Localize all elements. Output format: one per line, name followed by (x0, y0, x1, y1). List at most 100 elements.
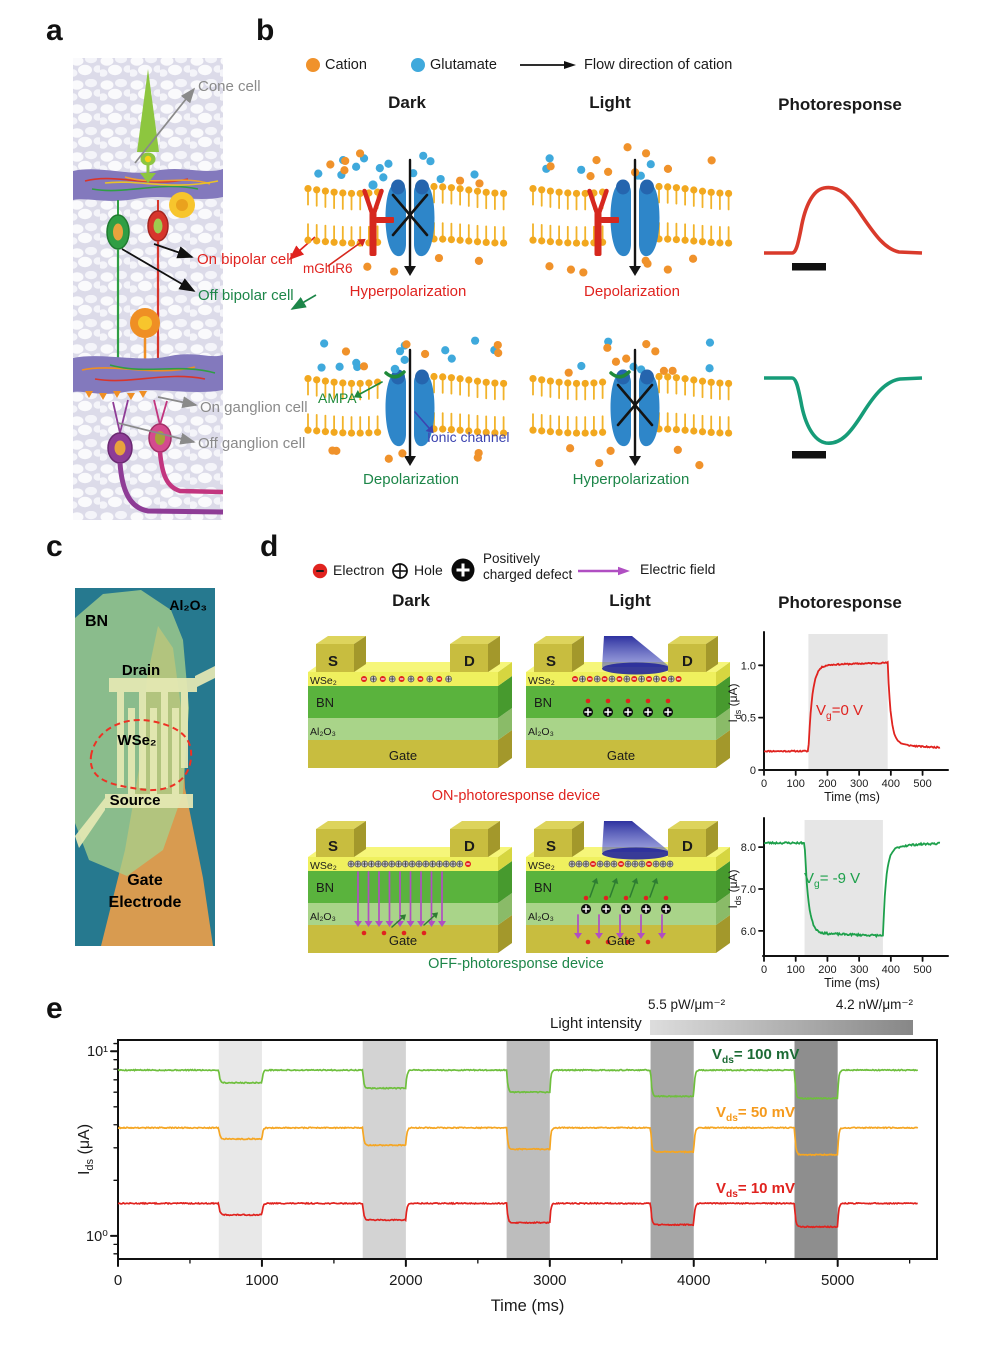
lipid-head (456, 236, 464, 244)
lipid-head (572, 429, 581, 437)
state-light-off: Hyperpolarization (572, 471, 690, 488)
lipid-head (439, 425, 447, 433)
lipid-head (482, 428, 490, 436)
source-contact-top (534, 821, 584, 829)
label-wse2: WSe₂ (528, 675, 555, 687)
receptor-fork (362, 188, 376, 219)
cation-dot (604, 167, 613, 176)
flow-legend-label: Flow direction of cation (584, 57, 733, 73)
lipid-head (304, 374, 312, 383)
x-tick-label: 400 (882, 778, 900, 790)
dots-above (564, 337, 715, 377)
light-pulse-band (362, 1040, 406, 1259)
lipid-head (473, 238, 482, 246)
hole (426, 675, 434, 683)
ion-channel (610, 369, 660, 447)
lipid-head (725, 429, 733, 437)
hole (388, 675, 396, 683)
trace-vds100 (117, 1068, 919, 1101)
carrier-up-arrow-line (629, 882, 636, 898)
drain-contact-top (450, 821, 500, 829)
electron (645, 939, 651, 945)
cation-dot (328, 446, 337, 455)
glutamate-legend-label: Glutamate (430, 57, 497, 73)
glutamate-dot (436, 174, 445, 184)
bn-layer (526, 686, 716, 718)
glutamate-dot (379, 173, 388, 182)
electron (645, 698, 651, 704)
hole (579, 675, 586, 683)
lipid-head (538, 376, 546, 384)
glutamate-dot (577, 361, 586, 371)
light-pulse-band (218, 1040, 262, 1259)
lipid-head (347, 239, 356, 247)
drain-contact-side (488, 821, 500, 857)
lipid-head (572, 189, 581, 198)
series-label-100mV: Vds= 100 mV (712, 1046, 800, 1066)
hole (631, 860, 639, 868)
defect-legend-label-1: Positively (483, 551, 541, 566)
trace-vds10 (117, 1201, 918, 1229)
hole (407, 675, 415, 683)
electron-minus (676, 678, 681, 680)
cation-dot (420, 349, 430, 359)
x-tick-label: 2000 (389, 1272, 422, 1289)
glutamate-dot (705, 364, 714, 373)
lipid-head (725, 239, 733, 247)
dots-below (545, 254, 698, 277)
hole (638, 675, 645, 683)
lipid-head (664, 183, 672, 191)
lipid-head (555, 378, 563, 386)
header-dark-d: Dark (392, 591, 430, 610)
lipid-head (581, 189, 589, 198)
lipid-head (538, 427, 546, 435)
photoresponse-trace (763, 660, 941, 753)
lipid-head (599, 428, 607, 436)
lipid-head (529, 236, 537, 244)
electron-minus (588, 678, 592, 680)
intensity-max-label: 4.2 nW/μm⁻² (835, 997, 913, 1012)
ampa-cup (609, 370, 631, 379)
lipid-head (564, 189, 572, 197)
source-contact (534, 829, 572, 857)
membrane-light-off (529, 337, 733, 470)
electron-minus (632, 678, 636, 680)
panel-a-label: a (46, 14, 63, 47)
lipid-head (482, 238, 490, 246)
carrier-up-arrow-line (589, 882, 596, 898)
cation-dot (564, 368, 573, 377)
glutamate-dot (604, 337, 613, 346)
caption-on-device: ON-photoresponse device (431, 788, 601, 804)
glutamate-dot (426, 157, 435, 166)
x-tick-label: 4000 (677, 1272, 710, 1289)
glutamate-dot (447, 354, 456, 363)
panel-d-label: d (260, 530, 279, 563)
cation-dot (455, 176, 465, 185)
x-tick-label: 0 (761, 778, 767, 790)
bn-layer (308, 686, 498, 718)
lipid-head (572, 379, 581, 388)
ampa-label: AMPA (318, 390, 357, 406)
x-axis-label: Time (ms) (824, 790, 880, 804)
lipid-head (581, 429, 589, 437)
glutamate-dot (353, 362, 362, 372)
lipid-head (581, 379, 589, 388)
intensity-dependence-chart: 10⁰ 10¹ 0 1000 2000 3000 4000 5000 Time (ms) Ids … (76, 1039, 938, 1315)
al2o3-side (716, 893, 730, 925)
lipid-head (500, 189, 508, 198)
gate-side (498, 915, 512, 953)
lipid-head (716, 379, 724, 387)
ionic-channel-label: Ionic channel (427, 429, 510, 445)
cation-flow-arrow-head (629, 456, 641, 466)
cation-dot (341, 347, 351, 356)
lipid-head (672, 184, 680, 192)
intensity-gradient-bar (650, 1020, 913, 1035)
lipid-head (672, 236, 680, 244)
on-ganglion-arrow (157, 396, 198, 409)
al2o3-layer (308, 718, 498, 740)
hole (610, 860, 618, 868)
lipid-head (465, 186, 473, 194)
electron-icon (312, 563, 328, 579)
electron-minus (619, 863, 623, 865)
electron (605, 939, 611, 945)
